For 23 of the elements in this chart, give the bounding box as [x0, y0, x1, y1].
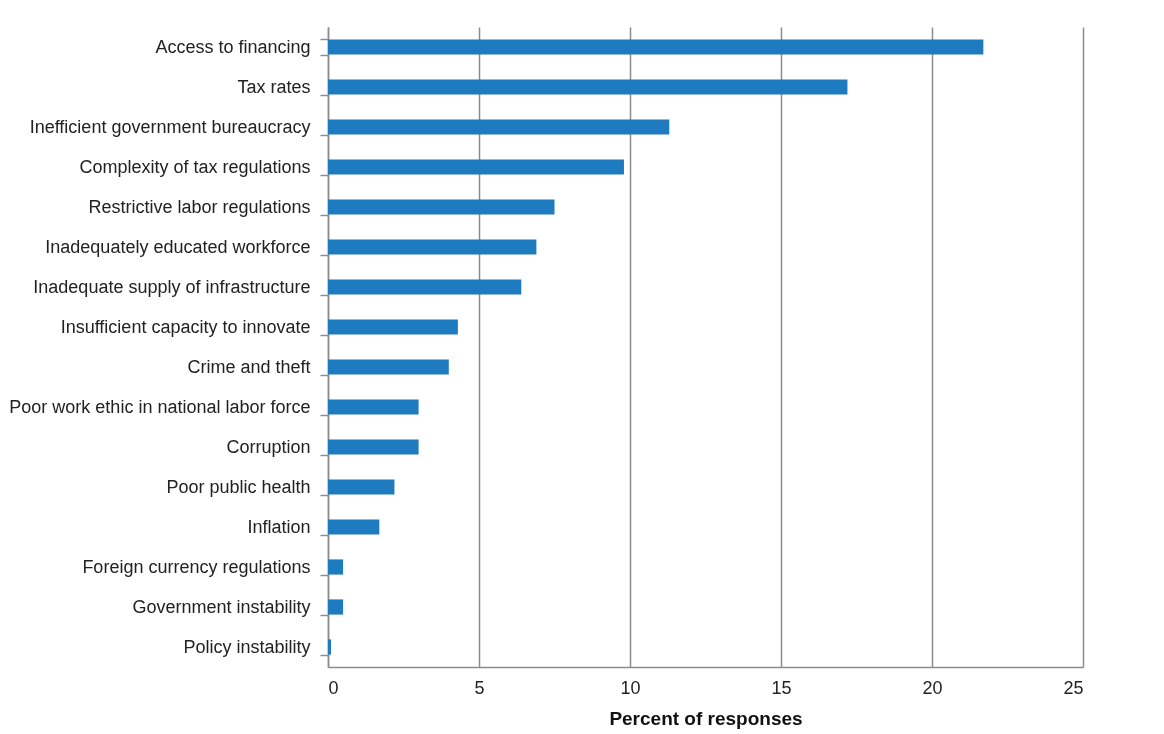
x-tick-label: 25 — [1063, 677, 1084, 698]
y-tick-label: Inflation — [247, 516, 311, 537]
y-tick-label: Inadequate supply of infrastructure — [33, 276, 311, 297]
x-tick-label: 5 — [474, 677, 485, 698]
x-tick-label: 0 — [328, 677, 339, 698]
y-tick-label: Policy instability — [183, 636, 311, 657]
y-tick-label: Access to financing — [155, 36, 311, 57]
y-tick-label: Poor public health — [166, 476, 311, 497]
y-tick-label: Government instability — [132, 596, 311, 617]
x-tick-label: 20 — [922, 677, 943, 698]
y-tick-label: Crime and theft — [187, 356, 311, 377]
y-tick-label: Corruption — [226, 436, 311, 457]
x-tick-label: 15 — [771, 677, 792, 698]
y-tick-label: Foreign currency regulations — [82, 556, 311, 577]
y-tick-label: Insufficient capacity to innovate — [60, 316, 311, 337]
y-tick-label: Poor work ethic in national labor force — [9, 396, 311, 417]
y-tick-label: Complexity of tax regulations — [79, 156, 311, 177]
x-axis-title: Percent of responses — [609, 707, 803, 729]
y-tick-label: Inadequately educated workforce — [45, 236, 311, 257]
x-tick-label: 10 — [620, 677, 641, 698]
y-tick-label: Inefficient government bureaucracy — [29, 116, 311, 137]
y-tick-label: Tax rates — [237, 76, 311, 97]
y-tick-label: Restrictive labor regulations — [88, 196, 311, 217]
